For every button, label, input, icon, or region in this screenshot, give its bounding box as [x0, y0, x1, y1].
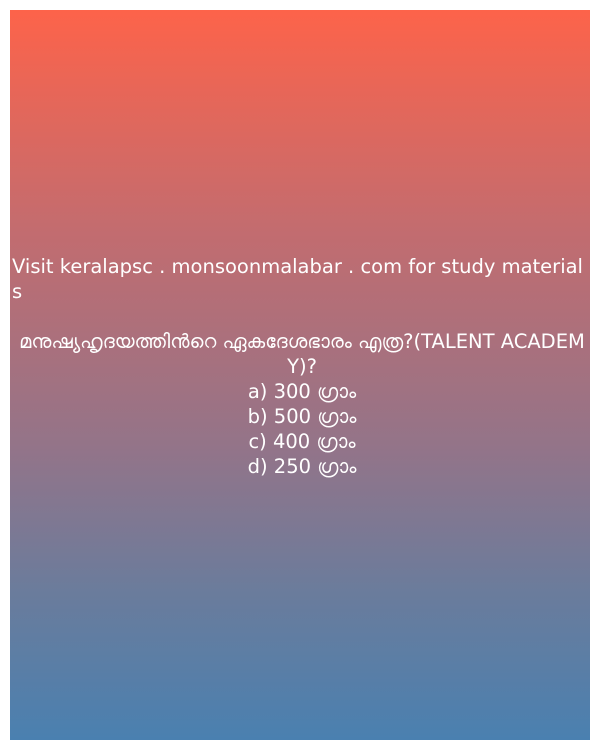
option-b: b) 500 ഗ്രാം	[247, 405, 357, 428]
question-text: മനുഷ്യഹൃദയത്തിൻറെ ഏകദേശഭാരം എത്ര?(TALENT…	[19, 330, 585, 378]
question-card: Visit keralapsc . monsoonmalabar . com f…	[10, 10, 590, 740]
option-c: c) 400 ഗ്രാം	[248, 430, 356, 453]
options-list: a) 300 ഗ്രാം b) 500 ഗ്രാം c) 400 ഗ്രാം d…	[16, 379, 588, 479]
option-d: d) 250 ഗ്രാം	[247, 455, 357, 478]
question-block: മനുഷ്യഹൃദയത്തിൻറെ ഏകദേശഭാരം എത്ര?(TALENT…	[16, 329, 588, 479]
site-note-text: Visit keralapsc . monsoonmalabar . com f…	[12, 255, 583, 303]
option-a: a) 300 ഗ്രാം	[247, 380, 357, 403]
